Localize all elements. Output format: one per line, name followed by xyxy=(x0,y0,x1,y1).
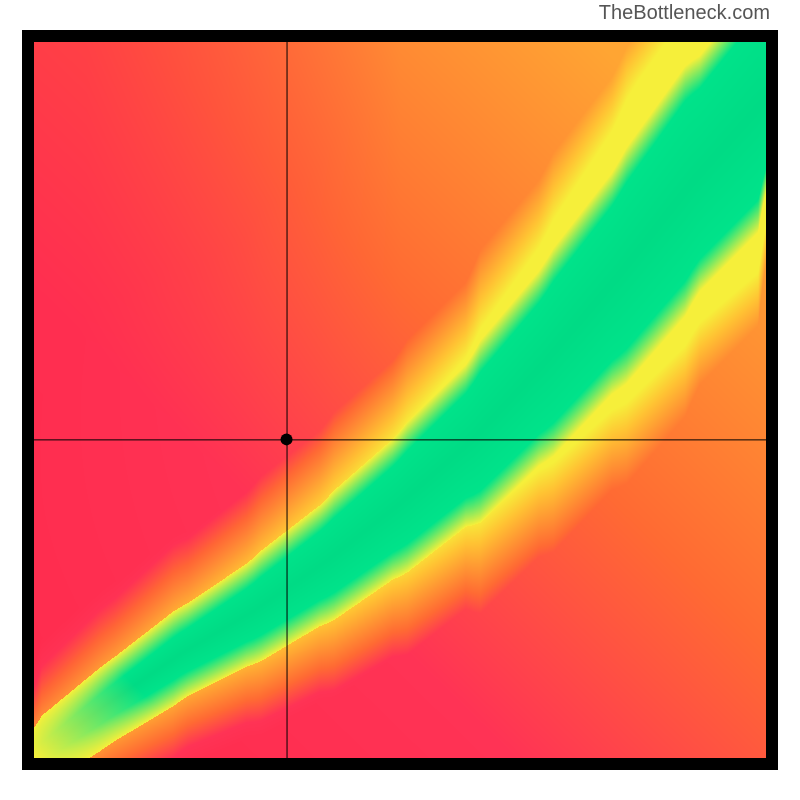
chart-container: TheBottleneck.com xyxy=(0,0,800,800)
watermark-text: TheBottleneck.com xyxy=(599,2,770,25)
plot-outer-frame xyxy=(22,30,778,770)
plot-area xyxy=(34,42,766,758)
bottleneck-heatmap xyxy=(34,42,766,758)
